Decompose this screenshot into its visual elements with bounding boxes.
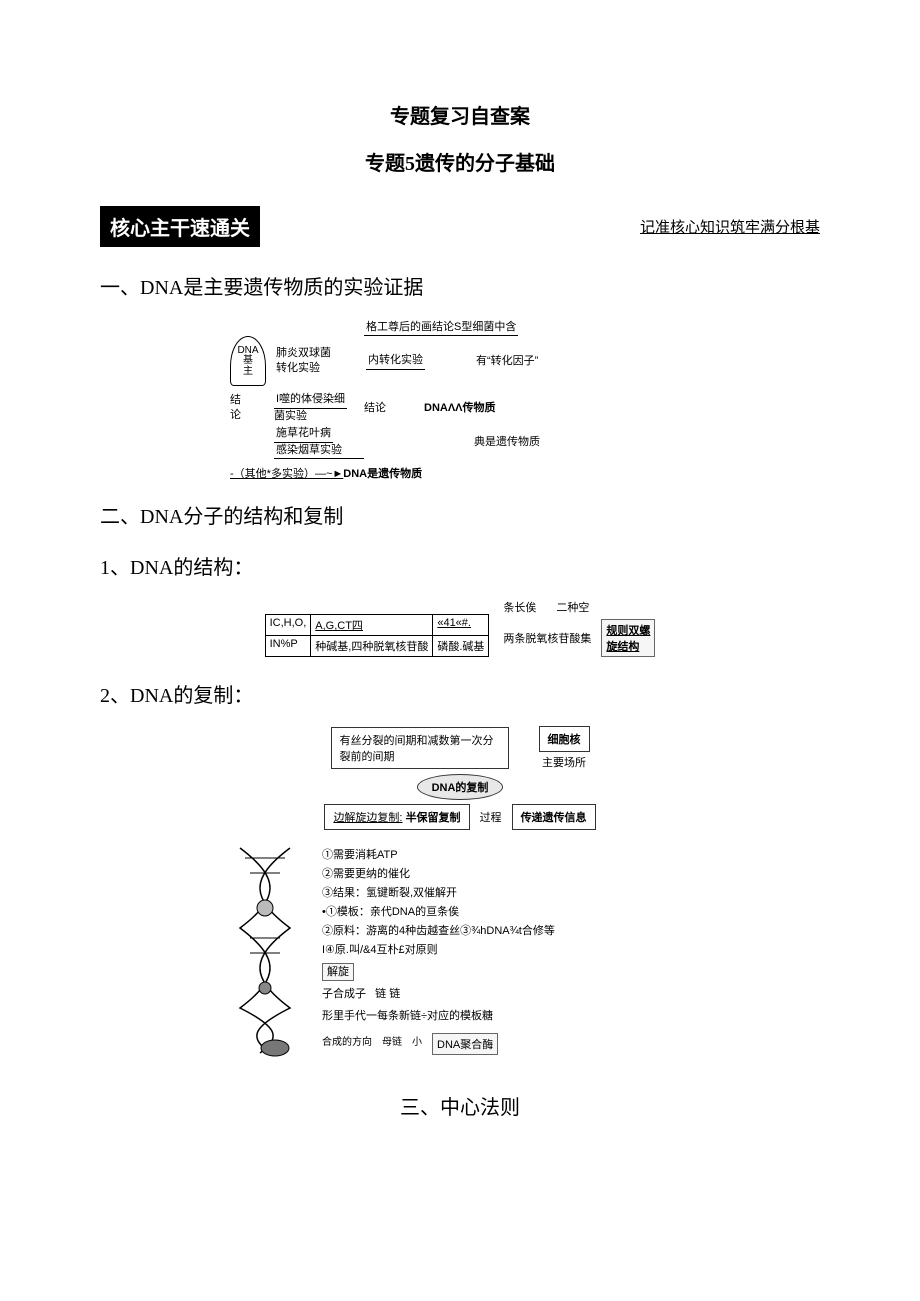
structure-table: IC,H,O, A,G,CT四 «41«#. IN%P 种碱基,四种脱氧核苷酸 … — [265, 614, 490, 657]
d1-r1a: 肺炎双球菌 — [276, 346, 366, 361]
rep-top-right-note: 主要场所 — [542, 754, 586, 770]
d1-r3b: 感染烟草实验 — [274, 443, 364, 459]
rep-center-oval: DNA的复制 — [417, 774, 504, 800]
helix-formchild: 子合成子 — [322, 988, 366, 1000]
st-topa: 条长俟 — [503, 599, 536, 615]
section-band: 核心主干速通关 — [100, 206, 260, 247]
replication-diagram-wrap: 有丝分裂的间期和减数第一次分裂前的间期 细胞核 主要场所 DNA的复制 边解旋边… — [100, 726, 820, 1061]
d1-row1-topline: 格工尊后的画结论S型细菌中含 — [364, 320, 518, 336]
badge-l3: 主 — [243, 367, 253, 378]
helix-figure — [220, 838, 310, 1061]
section-band-row: 核心主干速通关 记准核心知识筑牢满分根基 — [100, 206, 820, 247]
dna-helix-icon — [220, 838, 310, 1058]
helix-polymerase: DNA聚合酶 — [432, 1033, 498, 1055]
section1-heading: 一、DNA是主要遗传物质的实验证据 — [100, 271, 820, 300]
structure-diagram-wrap: x IC,H,O, A,G,CT四 «41«#. IN%P 种碱基,四种脱氧核苷… — [100, 598, 820, 657]
section-band-note: 记准核心知识筑牢满分根基 — [640, 216, 820, 237]
rep-top-right: 细胞核 — [539, 726, 590, 752]
st-r1c3: «41«#. — [433, 615, 489, 636]
helix-xiao: 小 — [412, 1033, 422, 1055]
dna-badge: DNA 基 主 — [230, 336, 266, 386]
d1-r1mid: 内转化实验 — [366, 353, 425, 369]
d1-jielun: 结论 — [230, 393, 250, 424]
st-r1c1: IC,H,O, — [265, 615, 311, 636]
section2-sub1: 1、DNA的结构： — [100, 551, 820, 580]
d1-r3a: 施草花叶病 — [274, 426, 333, 442]
section1-diagram-wrap: 格工尊后的画结论S型细菌中含 DNA 基 主 肺炎双球菌 转化实验 内转化实验 … — [100, 320, 820, 482]
rep-step: ①需要消耗ATP — [322, 846, 700, 862]
st-r2c2: 种碱基,四种脱氧核苷酸 — [311, 636, 433, 657]
d1-r2a: I噬的体侵染细 — [274, 392, 347, 408]
helix-chain: 链 链 — [375, 988, 400, 1000]
rep-step: •①模板：亲代DNA的亘条俟 — [322, 903, 700, 919]
st-rbb: 旋结构 — [606, 638, 650, 654]
d1-r2b: 菌实验 — [274, 409, 364, 424]
rep-step: ②需要更纳的催化 — [322, 865, 700, 881]
st-topb: 二种空 — [556, 599, 589, 615]
st-mid: 两条脱氧核苷酸集 — [503, 630, 591, 646]
rep-mid-center: 过程 — [480, 809, 502, 825]
section3-heading: 三、中心法则 — [100, 1091, 820, 1120]
doc-title-line1: 专题复习自查案 — [100, 100, 820, 129]
replication-diagram: 有丝分裂的间期和减数第一次分裂前的间期 细胞核 主要场所 DNA的复制 边解旋边… — [220, 726, 700, 1061]
d1-footer-left: -（其他*多实验）—~► — [230, 467, 343, 482]
rep-step: I④原.叫/&4互朴£对原则 — [322, 941, 700, 957]
d1-footer-right: DNA是遗传物质 — [343, 467, 422, 482]
document-page: 专题复习自查案 专题5遗传的分子基础 核心主干速通关 记准核心知识筑牢满分根基 … — [0, 0, 920, 1160]
rep-top-left: 有丝分裂的间期和减数第一次分裂前的间期 — [331, 727, 509, 769]
st-rba: 规则双螺 — [606, 622, 650, 638]
st-r1c2: A,G,CT四 — [311, 615, 433, 636]
rep-mid-left-bold: 半保留复制 — [406, 812, 461, 824]
d1-r2mid: 结论 — [364, 401, 424, 416]
helix-jiexuan: 解旋 — [322, 963, 354, 981]
helix-mulian: 母链 — [382, 1033, 402, 1055]
rep-step: ③结果：氢键断裂,双催解开 — [322, 884, 700, 900]
rep-mid-right: 传递遗传信息 — [512, 804, 596, 830]
section2-sub2: 2、DNA的复制： — [100, 679, 820, 708]
structure-diagram: x IC,H,O, A,G,CT四 «41«#. IN%P 种碱基,四种脱氧核苷… — [265, 598, 656, 657]
section2-heading: 二、DNA分子的结构和复制 — [100, 500, 820, 529]
st-r2c3: 磷酸.碱基 — [433, 636, 489, 657]
helix-shapeline: 形里手代一每条新链÷对应的模板糖 — [322, 1007, 700, 1023]
d1-r3right: 典是遗传物质 — [474, 435, 540, 450]
helix-hecheng: 合成的方向 — [322, 1033, 372, 1055]
rep-step: ②原料：游离的4种齿越查丝③¾hDNA¾t合修等 — [322, 922, 700, 938]
replication-steps: ①需要消耗ATP ②需要更纳的催化 ③结果：氢键断裂,双催解开 •①模板：亲代D… — [322, 846, 700, 957]
st-rightbox: 规则双螺 旋结构 — [601, 619, 655, 657]
doc-title-line2: 专题5遗传的分子基础 — [100, 147, 820, 176]
evidence-diagram: 格工尊后的画结论S型细菌中含 DNA 基 主 肺炎双球菌 转化实验 内转化实验 … — [230, 320, 690, 482]
rep-mid-left: 边解旋边复制: 半保留复制 — [324, 804, 469, 830]
rep-mid-left-label: 边解旋边复制: — [333, 812, 402, 824]
d1-r1right: 有“转化因子” — [476, 354, 538, 369]
d1-r1b: 转化实验 — [276, 361, 366, 376]
st-r2c1: IN%P — [265, 636, 311, 657]
d1-r2right: DNAΛΛ传物质 — [424, 401, 496, 416]
